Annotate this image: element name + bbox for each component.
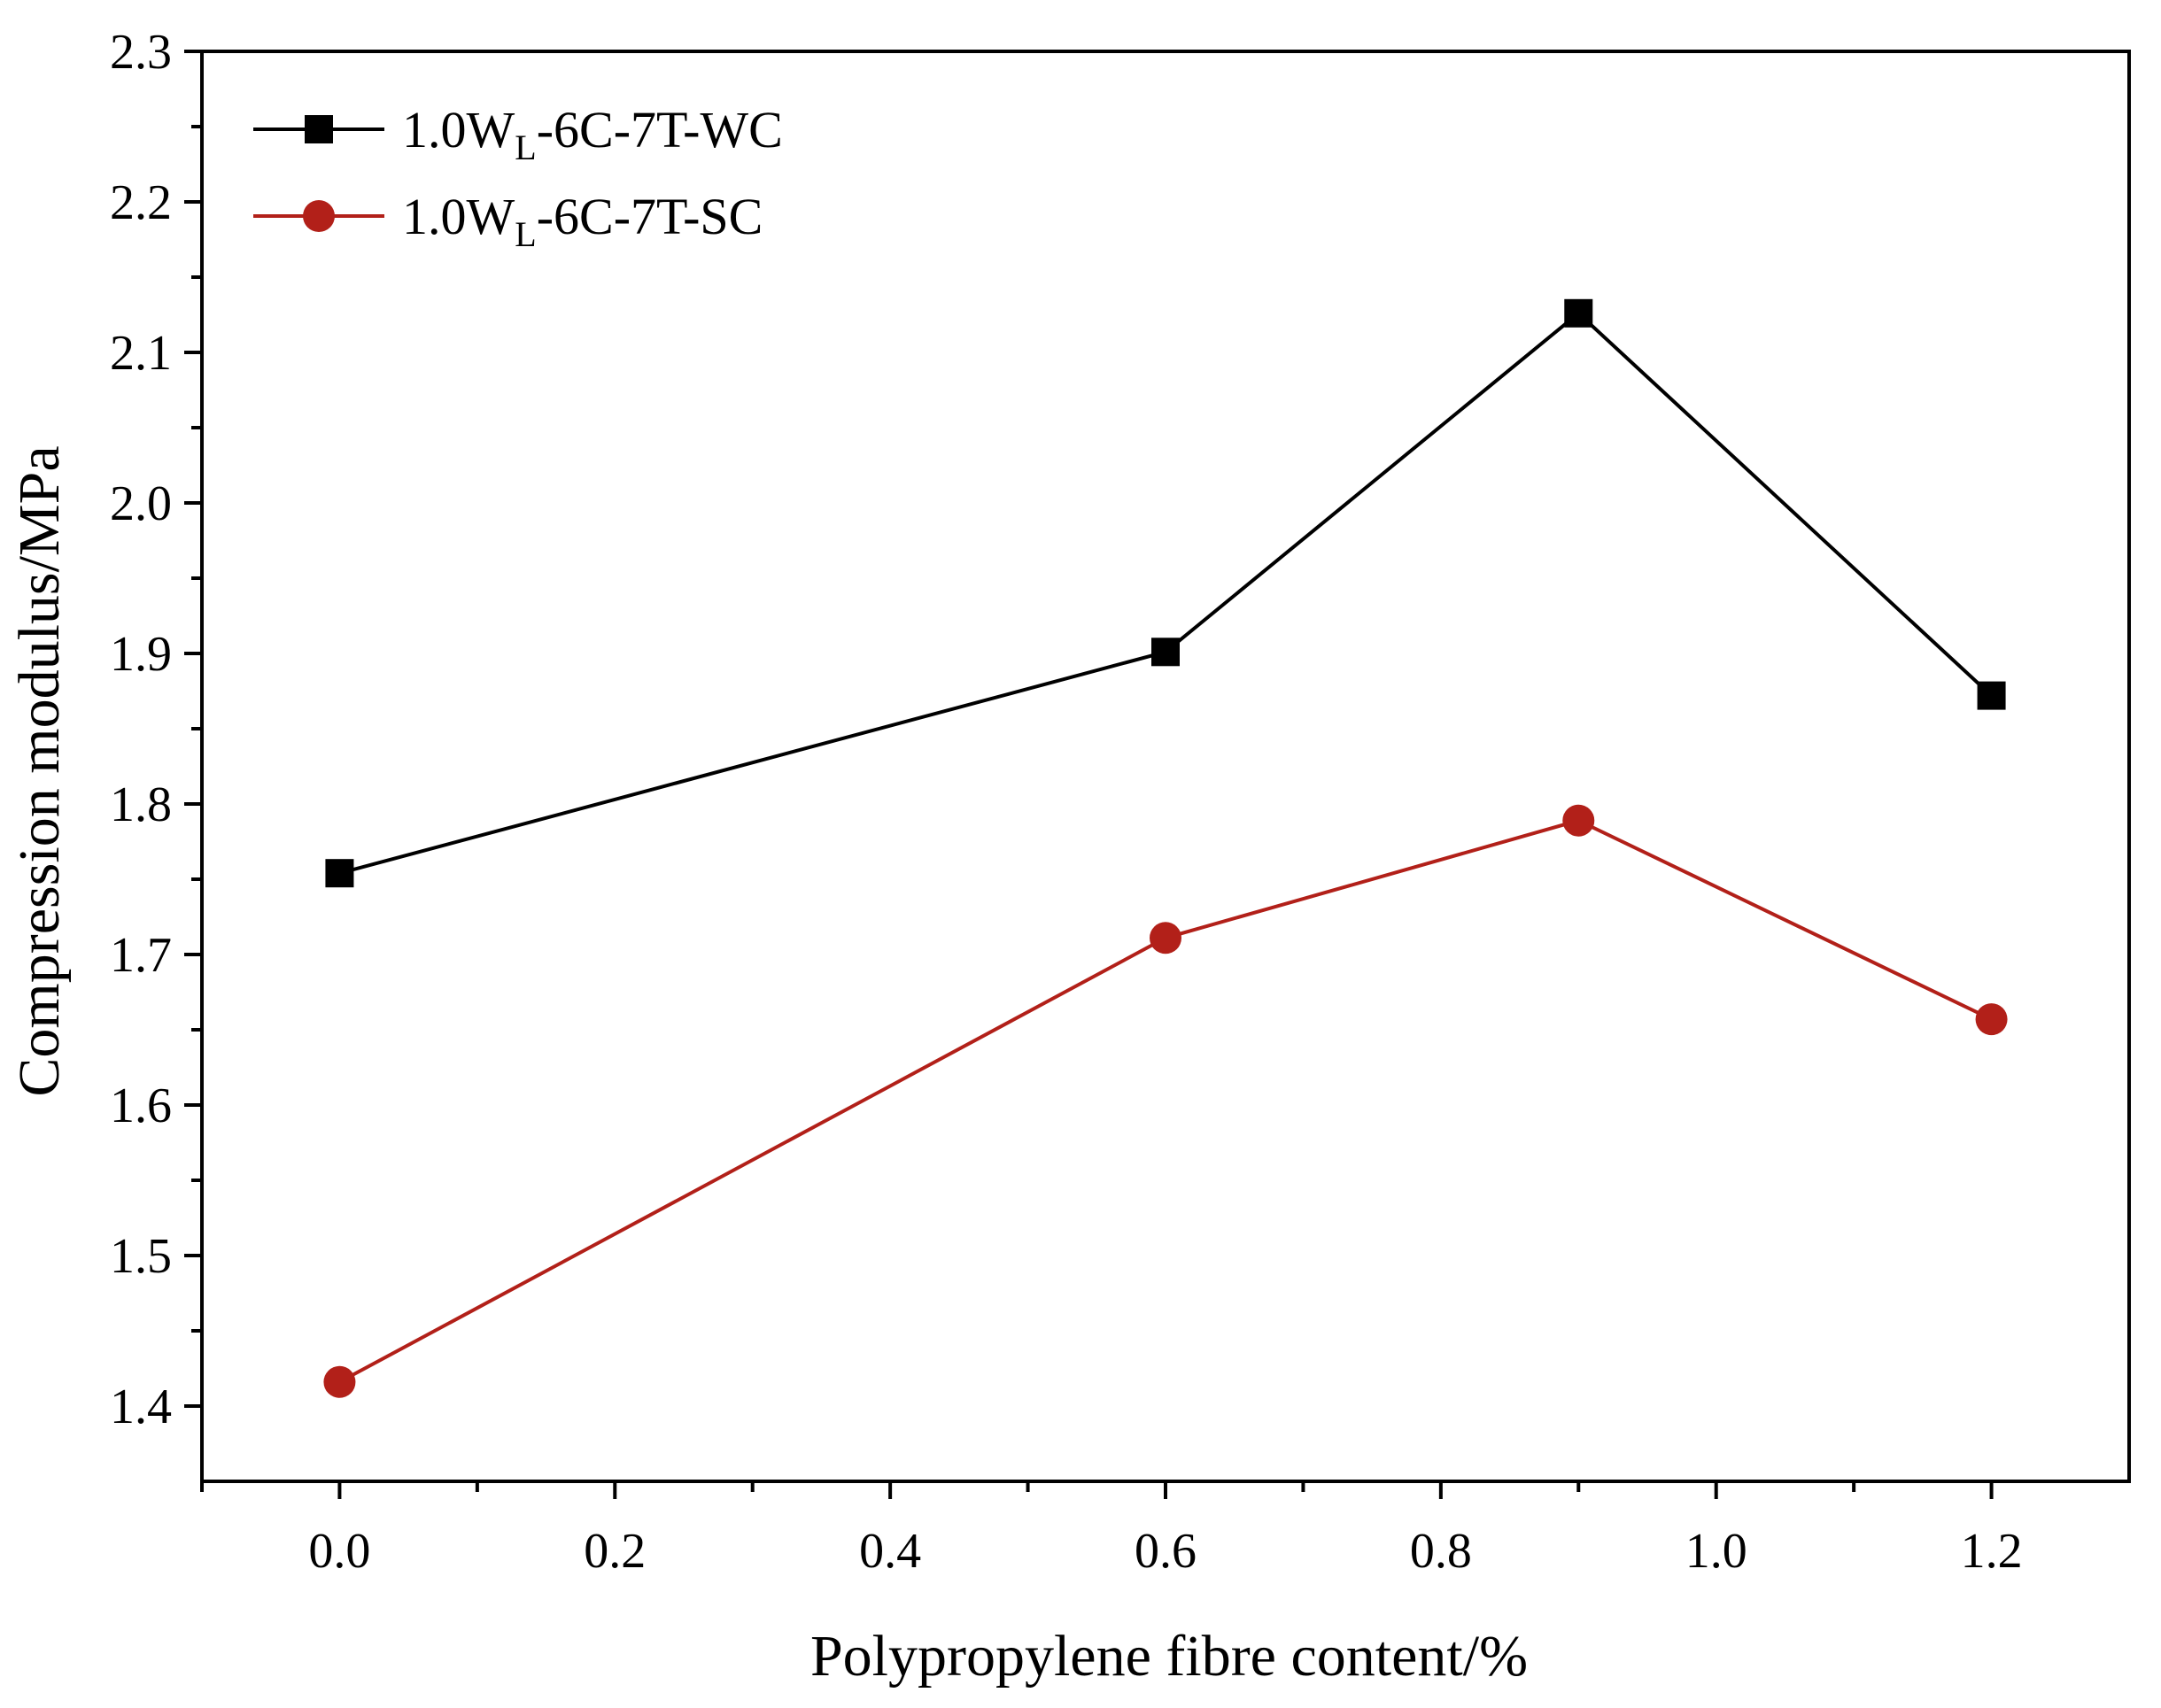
y-axis-title: Compression modulus/MPa (7, 445, 72, 1096)
x-tick-label: 0.8 (1410, 1524, 1472, 1579)
x-tick-label: 1.0 (1685, 1524, 1747, 1579)
data-point-circle (323, 1365, 356, 1398)
legend-item-1: 1.0WL-6C-7T-WC (253, 101, 783, 167)
series-line (338, 311, 1993, 876)
y-tick-label: 1.5 (110, 1229, 172, 1284)
x-tick-label: 1.2 (1961, 1524, 2023, 1579)
data-point-square (1151, 638, 1180, 667)
data-point-square (1564, 298, 1593, 328)
series-1 (325, 298, 2006, 888)
plot-frame (200, 50, 2131, 1483)
x-tick-label: 0.4 (859, 1524, 921, 1579)
legend-marker-square (305, 115, 333, 143)
y-tick-label: 2.3 (110, 25, 172, 80)
legend: 1.0WL-6C-7T-WC 1.0WL-6C-7T-SC (253, 101, 783, 254)
series-line (338, 818, 1993, 1384)
data-point-circle (1150, 922, 1181, 954)
legend-label: 1.0WL-6C-7T-SC (402, 188, 763, 254)
x-axis-title: Polypropylene fibre content/% (810, 1624, 1528, 1689)
data-point-square (325, 859, 354, 888)
legend-item-2: 1.0WL-6C-7T-SC (253, 188, 763, 254)
data-point-circle (1975, 1003, 2008, 1036)
x-tick-label: 0.6 (1135, 1524, 1197, 1579)
axes: 0.0 0.2 0.4 0.6 0.8 1.0 1.2 1.4 1.5 1.6 1.7 1.8 1.9 2… (110, 25, 2131, 1579)
data-point-square (1977, 681, 2006, 710)
y-tick-label: 2.0 (110, 476, 172, 531)
y-tick-label: 1.9 (110, 627, 172, 682)
series-layer (323, 298, 2008, 1398)
series-2 (323, 804, 2008, 1398)
x-tick-label: 0.0 (308, 1524, 370, 1579)
x-tick-label: 0.2 (584, 1524, 646, 1579)
data-point-circle (1562, 804, 1595, 837)
y-tick-label: 1.7 (110, 928, 172, 983)
legend-label: 1.0WL-6C-7T-WC (402, 101, 783, 167)
y-tick-label: 1.4 (110, 1380, 172, 1434)
y-tick-label: 1.6 (110, 1078, 172, 1133)
legend-marker-circle (303, 200, 335, 232)
y-tick-label: 1.8 (110, 777, 172, 832)
y-tick-label: 2.2 (110, 175, 172, 230)
y-tick-label: 2.1 (110, 326, 172, 381)
